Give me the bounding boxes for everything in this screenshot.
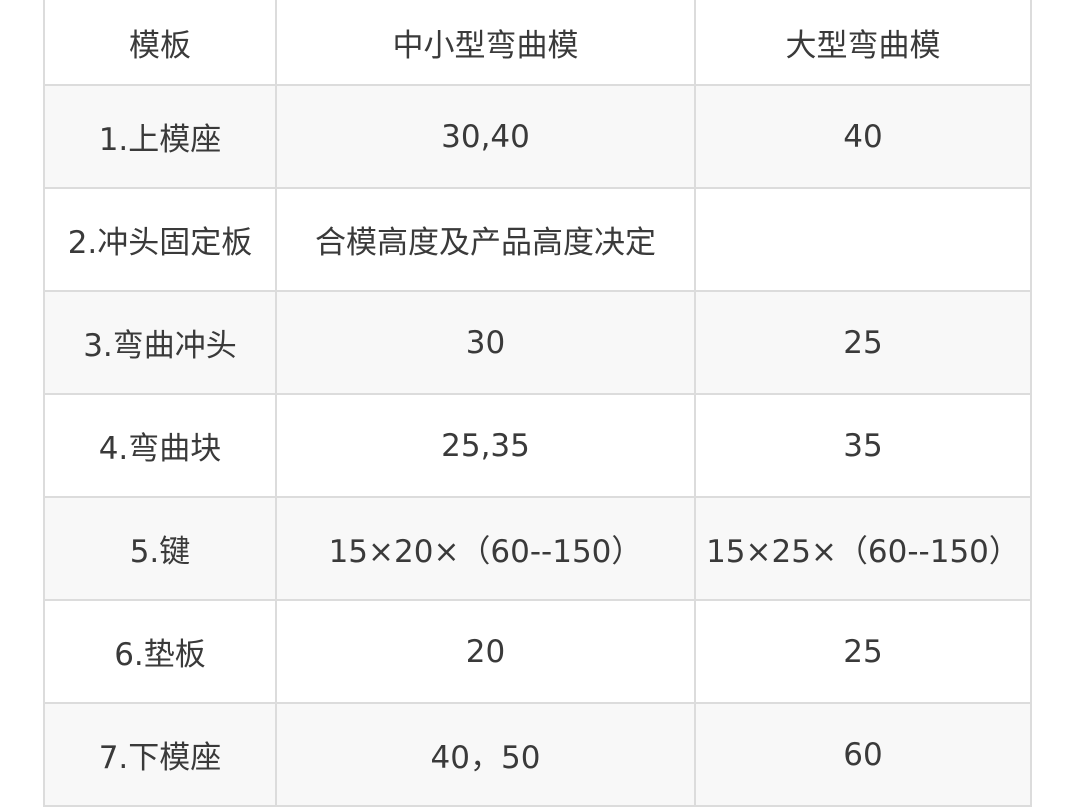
table-cell: 1.上模座 (43, 84, 277, 189)
header-cell: 中小型弯曲模 (275, 0, 696, 86)
table-header-row: 模板 中小型弯曲模 大型弯曲模 (43, 0, 1032, 86)
table-cell: 25,35 (275, 393, 696, 498)
table-cell: 40 (694, 84, 1032, 189)
table-row: 3.弯曲冲头 30 25 (43, 290, 1032, 395)
table-row: 1.上模座 30,40 40 (43, 84, 1032, 189)
table-cell: 20 (275, 599, 696, 704)
table-cell: 25 (694, 599, 1032, 704)
table-row: 7.下模座 40，50 60 (43, 702, 1032, 807)
table-cell: 6.垫板 (43, 599, 277, 704)
table-cell: 4.弯曲块 (43, 393, 277, 498)
table-row: 6.垫板 20 25 (43, 599, 1032, 704)
mold-spec-table: 模板 中小型弯曲模 大型弯曲模 1.上模座 30,40 40 2.冲头固定板 合模高度及… (43, 0, 1032, 807)
table-cell: 35 (694, 393, 1032, 498)
header-cell: 模板 (43, 0, 277, 86)
table-cell: 25 (694, 290, 1032, 395)
table-cell: 合模高度及产品高度决定 (275, 187, 696, 292)
table-cell: 3.弯曲冲头 (43, 290, 277, 395)
header-cell: 大型弯曲模 (694, 0, 1032, 86)
table-row: 2.冲头固定板 合模高度及产品高度决定 (43, 187, 1032, 292)
table-cell: 15×20×（60--150） (275, 496, 696, 601)
table-cell: 40，50 (275, 702, 696, 807)
table-cell (694, 187, 1032, 292)
table-cell: 30,40 (275, 84, 696, 189)
table-cell: 15×25×（60--150） (694, 496, 1032, 601)
table-cell: 7.下模座 (43, 702, 277, 807)
table-row: 4.弯曲块 25,35 35 (43, 393, 1032, 498)
table-cell: 60 (694, 702, 1032, 807)
table-cell: 30 (275, 290, 696, 395)
table-cell: 2.冲头固定板 (43, 187, 277, 292)
table-row: 5.键 15×20×（60--150） 15×25×（60--150） (43, 496, 1032, 601)
table-cell: 5.键 (43, 496, 277, 601)
